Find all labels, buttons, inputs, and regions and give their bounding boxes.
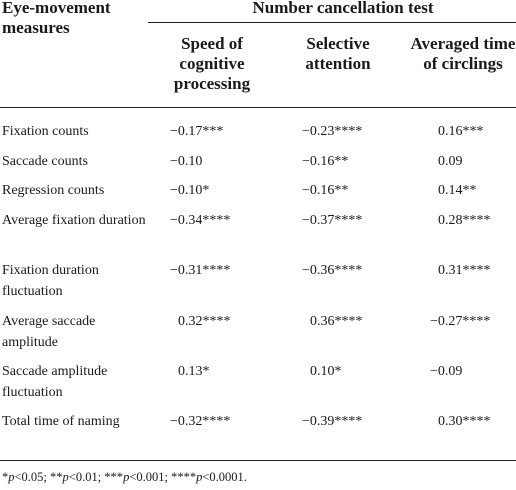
cell-attention: −0.16** <box>302 154 349 169</box>
group-header: Number cancellation test <box>252 0 434 17</box>
footnote: *p<0.05; **p<0.01; ***p<0.001; ****p<0.0… <box>2 470 247 484</box>
row-label: Average fixation duration <box>2 213 146 228</box>
cell-circlings: 0.31**** <box>438 263 491 278</box>
cell-speed: −0.32**** <box>170 414 231 429</box>
row-label: Regression counts <box>2 183 105 198</box>
cell-speed: −0.10 <box>170 154 203 169</box>
cell-circlings: 0.28**** <box>438 213 491 228</box>
row-label: Average saccade amplitude <box>2 314 96 350</box>
row-label: Total time of naming <box>2 414 120 429</box>
row-label: Saccade amplitude fluctuation <box>2 364 108 400</box>
cell-attention: −0.16** <box>302 183 349 198</box>
header-rule <box>0 107 516 108</box>
row-label: Fixation counts <box>2 124 89 139</box>
cell-attention: −0.39**** <box>302 414 363 429</box>
cell-speed: −0.17*** <box>170 124 224 139</box>
row-label: Fixation duration fluctuation <box>2 263 99 299</box>
bottom-rule <box>0 460 516 461</box>
cell-circlings: −0.09 <box>430 364 463 379</box>
cell-speed: −0.34**** <box>170 213 231 228</box>
cell-speed: 0.32**** <box>178 314 231 329</box>
column-header-circlings: Averaged time of circlings <box>410 34 516 73</box>
cell-circlings: 0.09 <box>438 154 463 169</box>
row-label: Saccade counts <box>2 154 88 169</box>
row-header: Eye-movement measures <box>2 0 111 37</box>
column-header-speed: Speed of cognitive processing <box>173 34 251 93</box>
cell-attention: −0.37**** <box>302 213 363 228</box>
cell-circlings: 0.30**** <box>438 414 491 429</box>
cell-speed: −0.31**** <box>170 263 231 278</box>
group-header-rule <box>148 22 516 23</box>
cell-circlings: 0.14** <box>438 183 477 198</box>
column-header-selective-attention: Selective attention <box>305 34 371 73</box>
cell-circlings: −0.27**** <box>430 314 491 329</box>
cell-attention: −0.36**** <box>302 263 363 278</box>
cell-speed: 0.13* <box>178 364 210 379</box>
cell-speed: −0.10* <box>170 183 210 198</box>
cell-attention: 0.36**** <box>310 314 363 329</box>
cell-attention: −0.23**** <box>302 124 363 139</box>
cell-attention: 0.10* <box>310 364 342 379</box>
cell-circlings: 0.16*** <box>438 124 484 139</box>
